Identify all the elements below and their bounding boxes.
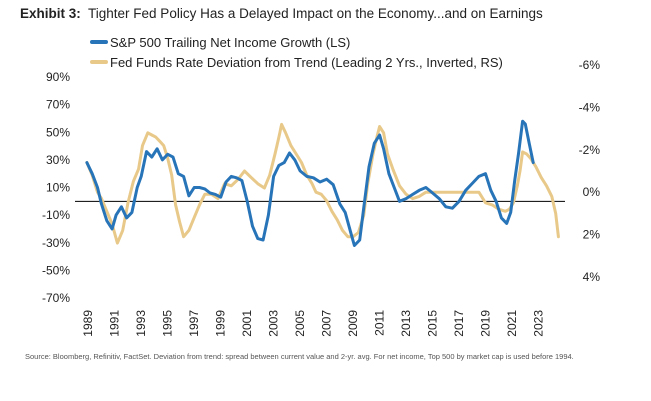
exhibit-label: Exhibit 3:	[20, 6, 81, 21]
right-tick-label: -4%	[579, 100, 601, 114]
legend-label-fed-funds: Fed Funds Rate Deviation from Trend (Lea…	[110, 55, 503, 70]
left-tick-label: -10%	[42, 208, 70, 222]
right-tick-label: 2%	[583, 228, 601, 242]
left-tick-label: -30%	[42, 236, 70, 250]
left-tick-label: 10%	[46, 181, 70, 195]
x-tick-label: 2009	[346, 310, 360, 337]
x-tick-label: 2011	[373, 310, 387, 336]
x-tick-label: 1991	[108, 310, 122, 337]
left-tick-label: 70%	[46, 98, 70, 112]
left-axis: 90% 70% 50% 30% 10% -10% -30% -50% -70%	[42, 70, 70, 305]
x-tick-label: 2001	[240, 310, 254, 337]
right-tick-label: 0%	[583, 185, 601, 199]
right-tick-label: -6%	[579, 58, 601, 72]
x-tick-label: 2003	[267, 310, 281, 337]
x-tick-label: 1997	[187, 310, 201, 337]
series-line-fed-funds	[85, 122, 560, 245]
right-tick-label: 4%	[583, 270, 601, 284]
x-tick-label: 2023	[532, 310, 546, 337]
legend: S&P 500 Trailing Net Income Growth (LS) …	[90, 35, 503, 70]
series-layer	[85, 119, 560, 247]
x-axis: 1989 1991 1993 1995 1997 1999 2001 2003 2005 2007…	[81, 310, 545, 337]
right-axis: -6% -4% -2% 0% 2% 4%	[579, 58, 601, 284]
x-tick-label: 1995	[161, 310, 175, 337]
left-tick-label: 50%	[46, 125, 70, 139]
source-note: Source: Bloomberg, Refinitiv, FactSet. D…	[25, 352, 574, 361]
chart-title: Exhibit 3: Tighter Fed Policy Has a Dela…	[20, 6, 543, 21]
left-tick-label: -50%	[42, 263, 70, 277]
x-tick-label: 2021	[505, 310, 519, 337]
left-tick-label: 30%	[46, 153, 70, 167]
right-tick-label: -2%	[579, 143, 601, 157]
x-tick-label: 1999	[214, 310, 228, 337]
left-tick-label: -70%	[42, 291, 70, 305]
x-tick-label: 2015	[426, 310, 440, 337]
x-tick-label: 1989	[81, 310, 95, 337]
x-tick-label: 2005	[293, 310, 307, 337]
x-tick-label: 2017	[452, 310, 466, 337]
legend-label-net-income: S&P 500 Trailing Net Income Growth (LS)	[110, 35, 350, 50]
x-tick-label: 2013	[399, 310, 413, 337]
left-tick-label: 90%	[46, 70, 70, 84]
x-tick-label: 1993	[134, 310, 148, 337]
x-tick-label: 2007	[320, 310, 334, 337]
title-text: Tighter Fed Policy Has a Delayed Impact …	[88, 6, 543, 21]
x-tick-label: 2019	[479, 310, 493, 337]
series-line-net-income	[85, 119, 535, 247]
